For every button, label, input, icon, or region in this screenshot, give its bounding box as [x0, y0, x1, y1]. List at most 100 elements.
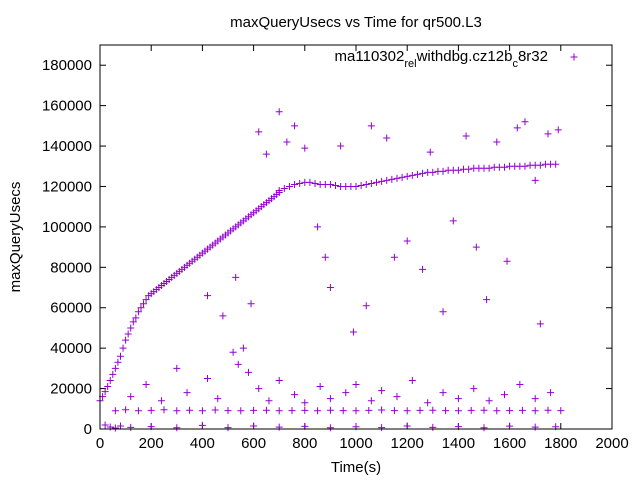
data-point: [419, 169, 427, 177]
y-tick-label: 40000: [50, 340, 92, 357]
data-point: [311, 179, 319, 187]
data-point: [339, 407, 347, 415]
data-point: [493, 407, 501, 415]
data-point: [262, 406, 270, 414]
data-point: [424, 399, 432, 407]
data-point: [111, 407, 119, 415]
data-point: [472, 243, 480, 251]
data-point: [500, 163, 508, 171]
y-tick-label: 180000: [42, 57, 92, 74]
legend-label-part-e: 8r32: [518, 48, 548, 65]
data-point: [116, 352, 124, 360]
data-point: [439, 308, 447, 316]
y-tick-label: 60000: [50, 300, 92, 317]
data-point: [119, 344, 127, 352]
data-point: [127, 423, 135, 431]
data-point: [244, 368, 252, 376]
data-point: [531, 407, 539, 415]
data-point: [109, 370, 117, 378]
data-point: [454, 166, 462, 174]
data-point: [413, 170, 421, 178]
data-point: [367, 122, 375, 130]
data-point: [367, 397, 375, 405]
data-point: [485, 164, 493, 172]
data-point: [403, 422, 411, 430]
x-tick-label: 600: [241, 435, 266, 452]
data-point: [408, 376, 416, 384]
data-point: [518, 406, 526, 414]
legend-label-part-b: rel: [404, 58, 416, 70]
y-tick-label: 80000: [50, 259, 92, 276]
data-point: [142, 381, 150, 389]
data-point: [255, 128, 263, 136]
chart-title: maxQueryUsecs vs Time for qr500.L3: [230, 14, 482, 31]
data-point: [173, 364, 181, 372]
data-point: [288, 407, 296, 415]
data-point: [449, 217, 457, 225]
data-point: [275, 376, 283, 384]
data-point: [531, 176, 539, 184]
data-point: [211, 406, 219, 414]
data-point: [316, 383, 324, 391]
data-point: [536, 161, 544, 169]
data-point: [116, 422, 124, 430]
data-point: [383, 134, 391, 142]
y-tick-label: 0: [84, 421, 92, 438]
x-tick-label: 1000: [339, 435, 372, 452]
data-point: [378, 406, 386, 414]
data-point: [554, 126, 562, 134]
data-point: [408, 171, 416, 179]
data-point: [521, 118, 529, 126]
data-point: [454, 407, 462, 415]
y-tick-label: 120000: [42, 178, 92, 195]
data-point: [378, 387, 386, 395]
data-point: [326, 406, 334, 414]
data-point: [204, 374, 212, 382]
data-point: [262, 150, 270, 158]
x-axis-title: Time(s): [331, 459, 381, 476]
data-point: [383, 176, 391, 184]
data-point: [122, 336, 130, 344]
x-tick-label: 0: [96, 435, 104, 452]
data-point: [485, 397, 493, 405]
axis-ticks: 0 200 400 600 800 1000 1200 1400 1600 1800 2000020…: [42, 45, 629, 452]
data-point: [419, 265, 427, 273]
data-point: [378, 177, 386, 185]
data-point: [265, 397, 273, 405]
data-point: [493, 138, 501, 146]
y-tick-label: 160000: [42, 98, 92, 115]
legend: ma110302relwithdbg.cz12bc8r32: [335, 48, 578, 70]
data-point: [129, 318, 137, 326]
data-point: [198, 421, 206, 429]
data-point: [314, 223, 322, 231]
data-point: [157, 397, 165, 405]
data-point: [503, 257, 511, 265]
data-point: [365, 406, 373, 414]
data-point: [237, 407, 245, 415]
data-point: [291, 122, 299, 130]
data-point: [147, 406, 155, 414]
data-point: [326, 284, 334, 292]
x-tick-label: 400: [190, 435, 215, 452]
data-point: [306, 178, 314, 186]
data-point: [224, 407, 232, 415]
data-point: [516, 381, 524, 389]
data-point: [362, 302, 370, 310]
data-point: [321, 253, 329, 261]
data-point: [429, 423, 437, 431]
x-tick-label: 200: [139, 435, 164, 452]
data-point: [160, 406, 168, 414]
data-point: [544, 406, 552, 414]
legend-marker: [570, 53, 578, 61]
data-point: [480, 424, 488, 432]
data-point: [219, 312, 227, 320]
data-point: [352, 381, 360, 389]
data-point: [314, 407, 322, 415]
data-point: [232, 273, 240, 281]
data-point: [342, 389, 350, 397]
data-point: [134, 308, 142, 316]
data-point: [480, 406, 488, 414]
data-point: [183, 389, 191, 397]
data-point: [250, 406, 258, 414]
